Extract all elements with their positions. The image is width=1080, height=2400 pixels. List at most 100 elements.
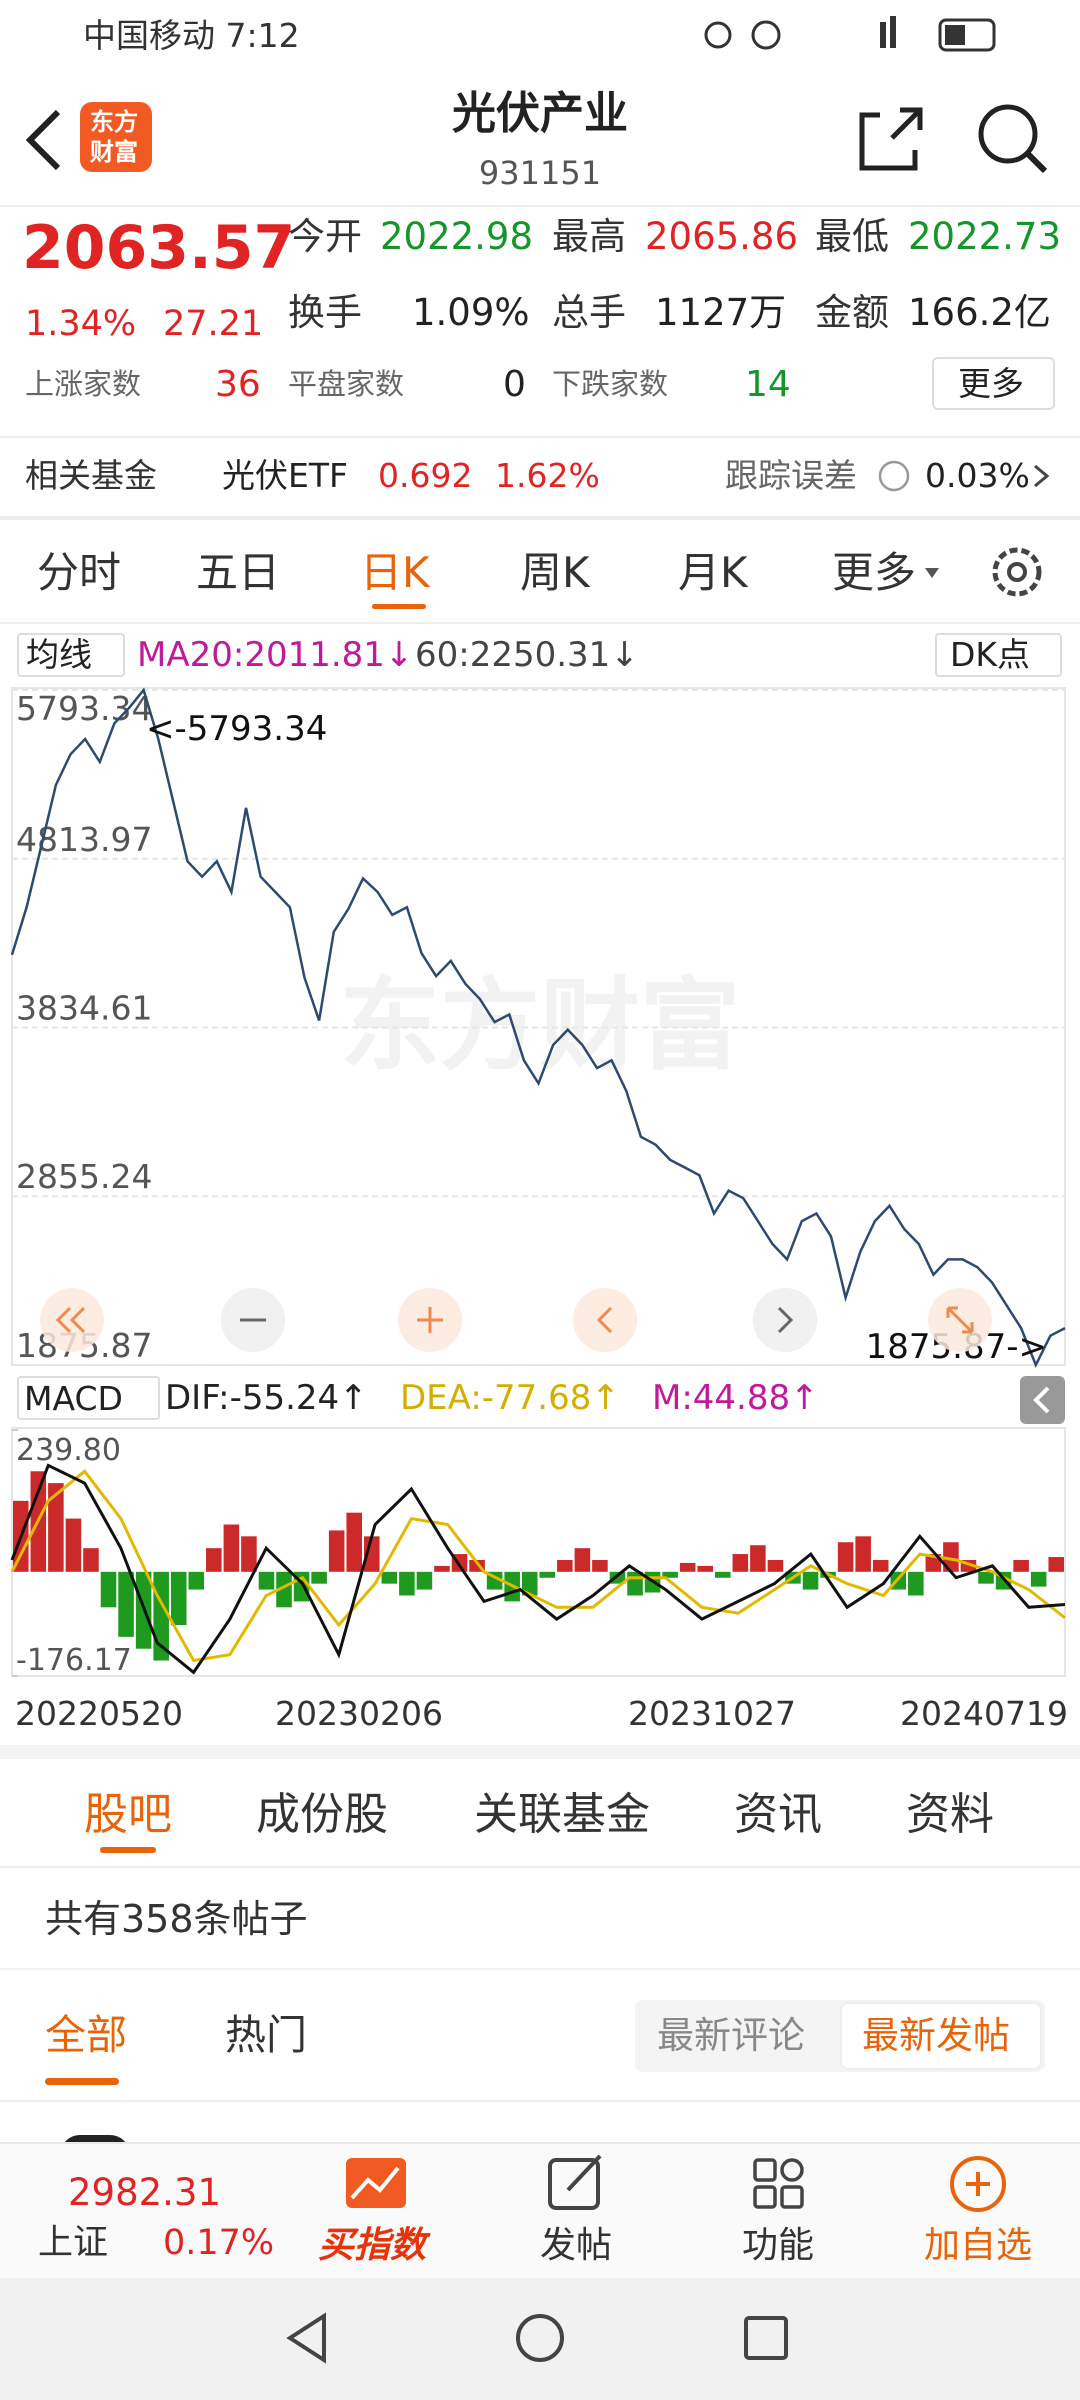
macd-bar (679, 1562, 696, 1572)
sort-option-active[interactable]: 最新发帖 (862, 2014, 1010, 2057)
macd-bar (188, 1571, 205, 1590)
filter-tab[interactable]: 热门 (225, 2011, 307, 2059)
stat-value: 1127万 (655, 291, 787, 334)
change-pct: 1.34% (25, 304, 137, 344)
last-price: 2063.57 (22, 213, 296, 283)
section-tab[interactable]: 资料 (906, 1789, 994, 1840)
price-line (10, 687, 1066, 1369)
fund-icons (878, 460, 1050, 492)
nav-item[interactable]: 发帖 (540, 2225, 613, 2266)
collapse-tab[interactable] (1020, 1376, 1065, 1424)
nav-recents[interactable] (744, 2316, 788, 2360)
nav-item[interactable]: 功能 (742, 2225, 815, 2266)
section-tab[interactable]: 关联基金 (474, 1789, 650, 1840)
expand-icon (946, 1306, 974, 1334)
filter-tab-active[interactable]: 全部 (45, 2011, 127, 2059)
back-button[interactable] (25, 109, 61, 171)
macd-bar (328, 1530, 345, 1572)
date-label: 20231027 (628, 1694, 796, 1733)
period-tab[interactable]: 更多 (832, 548, 917, 597)
macd-bar (750, 1545, 766, 1572)
period-tab[interactable]: 五日 (196, 548, 281, 597)
dk-button-label[interactable]: DK点 (950, 635, 1031, 674)
breadth-value: 0 (503, 364, 526, 405)
section-tab[interactable]: 资讯 (734, 1789, 822, 1840)
macd-bar (469, 1559, 485, 1572)
logo-text: 财富 (90, 138, 138, 166)
dea-line (10, 1469, 1066, 1663)
divider (0, 1866, 1080, 1868)
stat-label: 最低 (815, 215, 889, 258)
section-tab[interactable]: 成份股 (256, 1789, 388, 1840)
ma-button[interactable] (17, 633, 125, 677)
divider (0, 1745, 1080, 1759)
sort-option[interactable]: 最新评论 (657, 2014, 805, 2057)
macd-bar (908, 1571, 924, 1596)
macd-bar (1013, 1559, 1029, 1572)
fund-label: 相关基金 (25, 456, 157, 495)
search-button-handle (1025, 151, 1048, 174)
macd-button-label[interactable]: MACD (24, 1379, 123, 1418)
stat-label: 最高 (552, 215, 626, 258)
macd-bar (65, 1518, 82, 1572)
ma-button-label[interactable]: 均线 (26, 635, 92, 674)
more-button[interactable] (932, 357, 1055, 410)
tools-icon (780, 2185, 804, 2209)
nav-home[interactable] (516, 2314, 564, 2362)
divider (0, 516, 1080, 520)
macd-bar (592, 1559, 608, 1572)
nav-item[interactable]: 加自选 (924, 2225, 1033, 2266)
divider (0, 622, 1080, 624)
trend-glyph (350, 2166, 400, 2200)
eye-icon (704, 21, 732, 49)
nav-back[interactable] (286, 2312, 326, 2364)
settings-button[interactable] (992, 547, 1042, 597)
add-watchlist-icon[interactable] (950, 2156, 1006, 2212)
logo-text: 东方 (90, 108, 138, 136)
tools-icon (780, 2158, 804, 2182)
macd-bar (399, 1571, 415, 1596)
period-tab[interactable]: 分时 (37, 548, 122, 597)
macd-bar (311, 1571, 327, 1584)
dea-label: DEA:-77.68↑ (400, 1378, 620, 1418)
post-icon[interactable] (548, 2158, 600, 2210)
macd-bar (346, 1512, 362, 1572)
chevron-icon[interactable] (1034, 464, 1050, 488)
macd-bar (170, 1571, 187, 1626)
help-icon[interactable] (878, 460, 910, 492)
plus-glyph (966, 2172, 990, 2196)
macd-bar (539, 1571, 556, 1578)
macd-bar (855, 1536, 871, 1572)
y-tick-label: -176.17 (16, 1643, 132, 1678)
scroll-right-button[interactable] (753, 1288, 817, 1352)
active-tab-indicator (372, 604, 426, 609)
macd-bar (258, 1571, 275, 1590)
macd-bar (381, 1571, 398, 1584)
scroll-left-button[interactable] (573, 1288, 637, 1352)
macd-bar (925, 1554, 942, 1572)
collapse-icon (1033, 1386, 1050, 1414)
share-button[interactable] (859, 107, 923, 171)
dk-button[interactable] (935, 633, 1062, 677)
period-tab-active[interactable]: 日K (360, 548, 430, 597)
macd-button[interactable] (17, 1376, 160, 1420)
fund-name[interactable]: 光伏ETF (222, 456, 348, 495)
tools-icon[interactable] (753, 2158, 777, 2182)
page-title: 光伏产业 (452, 88, 628, 139)
nav-item[interactable]: 买指数 (318, 2225, 427, 2266)
macd-bar (206, 1548, 222, 1572)
y-tick-label: 239.80 (16, 1433, 121, 1468)
index-value[interactable]: 2982.31 (68, 2171, 222, 2214)
date-label: 20240719 (900, 1694, 1068, 1733)
period-tab[interactable]: 月K (678, 548, 748, 597)
index-name[interactable]: 上证 (38, 2223, 109, 2263)
period-tab[interactable]: 周K (520, 548, 590, 597)
search-button[interactable] (978, 104, 1038, 164)
index-change[interactable]: 0.17% (163, 2223, 275, 2263)
section-tab-active[interactable]: 股吧 (84, 1789, 172, 1840)
macd-bar (241, 1536, 257, 1572)
macd-bar (1030, 1571, 1047, 1587)
more-button-label[interactable]: 更多 (958, 364, 1024, 403)
buy-index-icon[interactable] (346, 2158, 406, 2208)
macd-bar (837, 1542, 854, 1572)
